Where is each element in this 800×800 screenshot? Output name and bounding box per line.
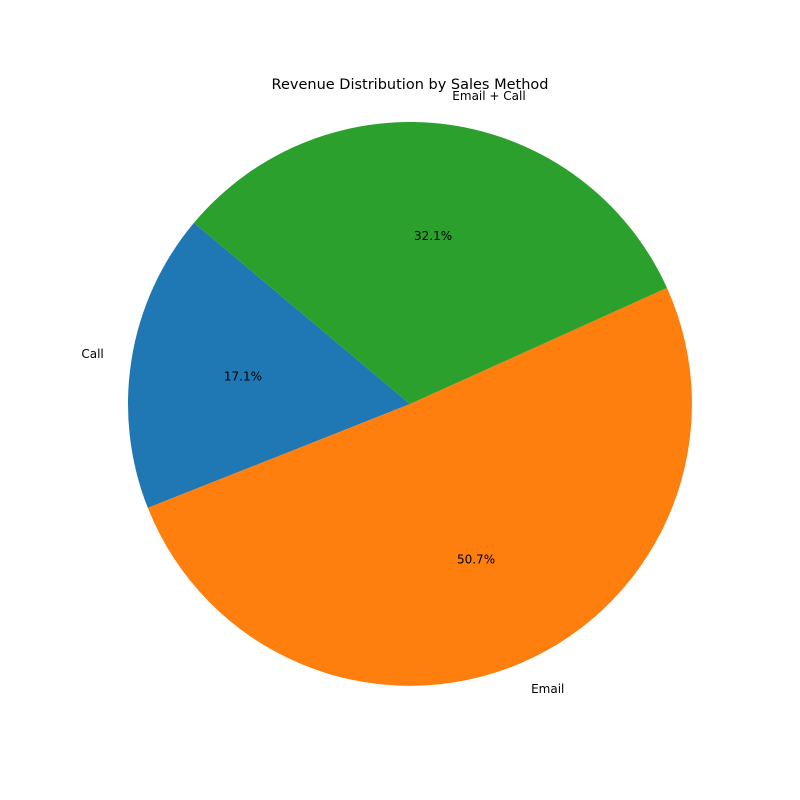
chart-title: Revenue Distribution by Sales Method bbox=[272, 77, 549, 93]
slice-label: Email + Call bbox=[452, 89, 525, 103]
pie-slice-email bbox=[147, 287, 692, 686]
pie-slice-email-call bbox=[193, 121, 667, 405]
slice-label: Call bbox=[81, 347, 103, 361]
slice-label: Email bbox=[531, 682, 564, 696]
slice-percent-label: 17.1% bbox=[224, 369, 262, 383]
slice-percent-label: 50.7% bbox=[457, 552, 495, 566]
pie-labels: Call 17.1% Email 50.7% Email + Call 32.1% bbox=[81, 89, 564, 696]
pie-slice-call bbox=[127, 222, 410, 508]
pie-slices bbox=[127, 121, 692, 686]
slice-percent-label: 32.1% bbox=[414, 229, 452, 243]
